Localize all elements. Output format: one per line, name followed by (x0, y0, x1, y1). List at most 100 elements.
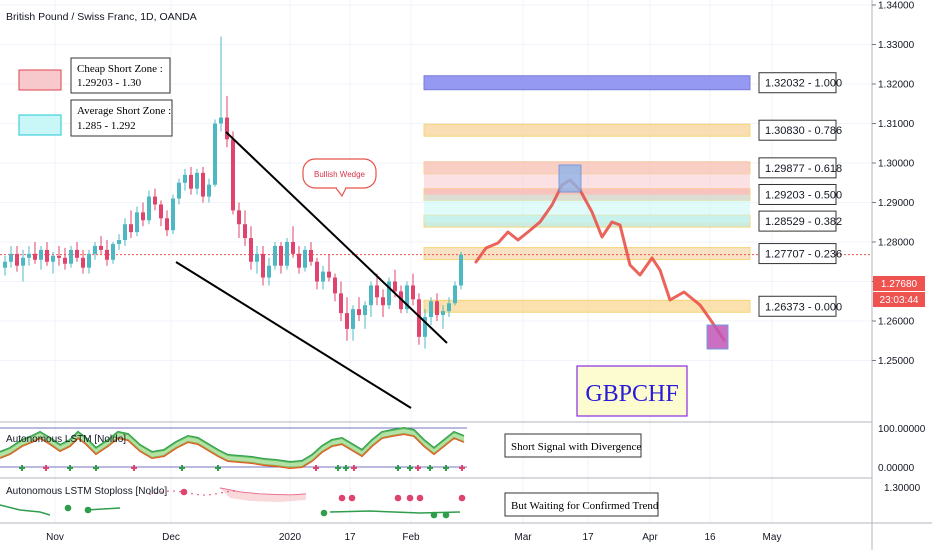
time-tick-label: 17 (344, 532, 356, 543)
time-tick-label: May (763, 532, 782, 543)
candle (243, 210, 247, 246)
candle (105, 240, 109, 266)
candle (369, 281, 373, 318)
price-tick-label: 1.32000 (878, 80, 915, 91)
candle (441, 305, 445, 329)
symbol-label: GBPCHF (585, 381, 678, 407)
legend-average-zone[interactable]: Average Short Zone : 1.285 - 1.292 (18, 99, 173, 137)
stoploss-dot (394, 494, 402, 502)
symbol-box[interactable]: GBPCHF (576, 365, 688, 417)
fib-zone[interactable] (423, 299, 751, 313)
candle (165, 210, 169, 237)
candle (141, 202, 145, 227)
average-zone-label: Average Short Zone : (77, 105, 171, 117)
fib-level-label[interactable]: 1.30830 - 0.786 (758, 119, 842, 141)
bullish-wedge-callout[interactable]: Bullish Wedge (302, 158, 377, 198)
stoploss-dot (430, 511, 438, 519)
candle (45, 242, 49, 266)
candle (15, 245, 19, 272)
lstm-tick-0: 0.00000 (878, 463, 915, 474)
fib-zone[interactable] (423, 123, 751, 137)
candle (63, 247, 67, 270)
candle (273, 242, 277, 270)
svg-text:1.26373 - 0.000: 1.26373 - 0.000 (765, 301, 842, 313)
candle (285, 238, 289, 270)
candle (75, 242, 79, 262)
candle (87, 249, 91, 274)
price-tick-label: 1.29000 (878, 198, 915, 209)
candle (411, 273, 415, 306)
average-short-zone (424, 194, 750, 223)
candle (297, 245, 301, 274)
candle (123, 218, 127, 246)
stoploss-dot (442, 511, 450, 519)
fib-level-label[interactable]: 1.32032 - 1.000 (758, 72, 842, 94)
candle (159, 200, 163, 227)
candle (135, 206, 139, 237)
candle (453, 281, 457, 306)
candle (201, 166, 205, 203)
lstm-indicator-name: Autonomous LSTM [Noldo] (6, 434, 126, 445)
candle (189, 166, 193, 195)
candle (333, 273, 337, 302)
candle (435, 293, 439, 321)
candle (327, 253, 331, 282)
candle (39, 245, 43, 270)
candle (447, 297, 451, 318)
lstm-signal-marker (215, 465, 221, 471)
svg-text:1.29203 - 0.500: 1.29203 - 0.500 (765, 189, 842, 201)
waiting-box[interactable]: But Waiting for Confirmed Trend (504, 492, 659, 517)
legend-cheap-zone[interactable]: Cheap Short Zone : 1.29203 - 1.30 (18, 57, 171, 94)
bullish-wedge-label: Bullish Wedge (314, 170, 366, 179)
time-tick-label: 2020 (279, 532, 302, 543)
fib-level-label[interactable]: 1.29203 - 0.500 (758, 183, 842, 205)
short-signal-box[interactable]: Short Signal with Divergence (504, 433, 642, 458)
fib-zone[interactable] (423, 75, 751, 91)
stoploss-dot (338, 494, 346, 502)
candle (429, 297, 433, 325)
candle (459, 251, 463, 290)
candle (375, 273, 379, 306)
candle (405, 281, 409, 314)
lstm-signal-marker (443, 465, 449, 471)
candle (147, 190, 151, 225)
lstm-pane[interactable] (0, 426, 467, 471)
time-tick-label: Feb (402, 532, 420, 543)
projection-target-marker[interactable] (706, 324, 729, 350)
last-price-badge: 1.27680 23:03:44 (873, 276, 925, 307)
time-tick-label: 17 (582, 532, 594, 543)
candle (315, 257, 319, 290)
fib-level-label[interactable]: 1.29877 - 0.618 (758, 157, 842, 179)
time-tick-label: Nov (46, 532, 64, 543)
wedge-lower-line[interactable] (175, 261, 412, 409)
fib-level-label[interactable]: 1.28529 - 0.382 (758, 210, 842, 232)
svg-text:1.28529 - 0.382: 1.28529 - 0.382 (765, 216, 842, 228)
candle (21, 249, 25, 282)
fib-level-label[interactable]: 1.26373 - 0.000 (758, 295, 842, 317)
candle (69, 245, 73, 268)
stoploss-dot (416, 494, 424, 502)
stoploss-pane[interactable] (0, 487, 466, 519)
candle (261, 245, 265, 286)
candle (3, 255, 7, 276)
candle (387, 277, 391, 310)
projection-peak-marker[interactable] (558, 164, 582, 193)
wedge-upper-line[interactable] (225, 131, 448, 344)
candle (303, 245, 307, 272)
lstm-signal-marker (313, 465, 319, 471)
fib-level-label[interactable]: 1.27707 - 0.236 (758, 243, 842, 265)
candle (219, 36, 223, 132)
svg-text:1.30830 - 0.786: 1.30830 - 0.786 (765, 125, 842, 137)
candle (225, 95, 229, 148)
price-tick-label: 1.28000 (878, 238, 915, 249)
candle (237, 202, 241, 239)
candle (195, 168, 199, 195)
candle (291, 226, 295, 258)
cheap-zone-label: Cheap Short Zone : (77, 63, 163, 75)
fib-zone[interactable] (423, 247, 751, 261)
price-tick-label: 1.30000 (878, 159, 915, 170)
time-axis[interactable]: Nov Dec 2020 17 Feb Mar 17 Apr 16 May (46, 532, 781, 543)
stoploss-tick: 1.30000 (884, 483, 921, 494)
projection-path[interactable] (474, 178, 726, 342)
